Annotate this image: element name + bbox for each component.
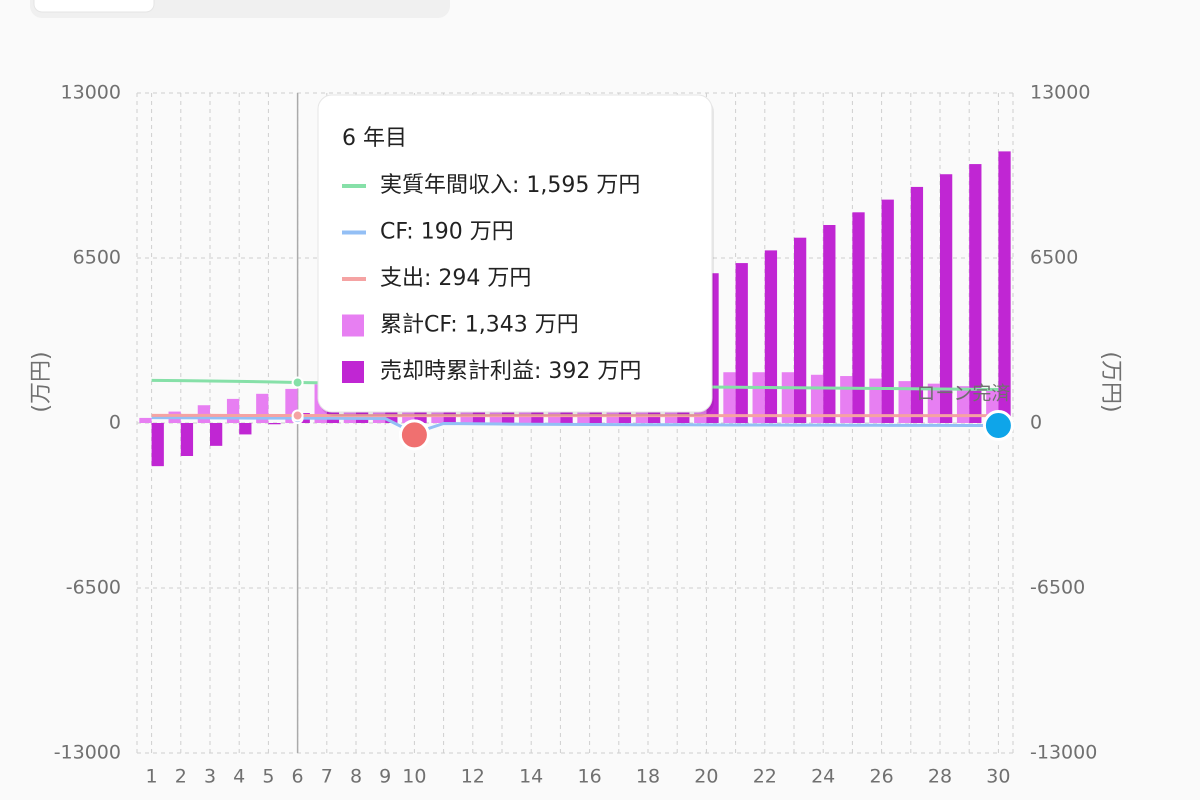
bar [139, 417, 152, 423]
legend-swatch [342, 314, 364, 337]
tooltip [317, 94, 713, 413]
y-axis-label: (万円) [29, 351, 54, 412]
x-tick-label: 20 [694, 766, 718, 788]
bar [910, 186, 924, 423]
legend-swatch [342, 277, 366, 281]
tooltip-item: 累計CF: 1,343 万円 [380, 313, 579, 338]
tooltip-item: 実質年間収入: 1,595 万円 [380, 173, 640, 198]
event-marker [982, 410, 1014, 442]
y-tick-label: 13000 [61, 82, 121, 104]
bar [898, 381, 911, 423]
bar [752, 372, 765, 423]
hover-dot [291, 409, 304, 422]
bar [210, 423, 223, 446]
legend-swatch [342, 184, 366, 188]
x-tick-label: 18 [636, 766, 660, 788]
tooltip-item: 売却時累計利益: 392 万円 [380, 359, 641, 384]
x-tick-label: 12 [461, 766, 485, 788]
x-tick-label: 3 [204, 766, 216, 788]
tooltip-item: 支出: 294 万円 [380, 266, 531, 291]
y2-tick-label: -13000 [1030, 742, 1097, 764]
event-marker [398, 419, 430, 451]
x-tick-label: 1 [146, 766, 158, 788]
bar [969, 164, 982, 424]
bar [998, 151, 1011, 423]
tooltip-title: 6 年目 [342, 126, 407, 151]
y-tick-label: 0 [109, 412, 121, 434]
bar [180, 423, 194, 456]
bar [852, 212, 865, 423]
y2-axis-label: (万円) [1098, 351, 1123, 412]
bar [781, 372, 794, 423]
y-tick-label: -13000 [54, 742, 121, 764]
x-tick-label: 10 [402, 766, 426, 788]
hover-dot [291, 376, 304, 389]
x-tick-label: 24 [811, 766, 835, 788]
y2-tick-label: 0 [1030, 412, 1042, 434]
x-tick-label: 30 [986, 766, 1010, 788]
x-tick-label: 8 [350, 766, 362, 788]
x-tick-label: 6 [292, 766, 304, 788]
annotation: ローン完済 [916, 383, 1010, 405]
bar [764, 250, 778, 423]
x-tick-label: 14 [519, 766, 543, 788]
x-tick-label: 26 [870, 766, 894, 788]
x-tick-label: 5 [262, 766, 274, 788]
x-tick-label: 16 [578, 766, 602, 788]
bar [823, 225, 836, 423]
x-tick-label: 2 [175, 766, 187, 788]
bar [735, 263, 748, 423]
bar [723, 372, 736, 423]
bar [151, 423, 164, 467]
bar [794, 237, 807, 423]
legend-swatch [342, 230, 366, 235]
bar [239, 423, 252, 435]
x-tick-label: 7 [321, 766, 333, 788]
y-tick-label: -6500 [66, 577, 121, 599]
y-tick-label: 6500 [73, 247, 121, 269]
x-tick-label: 28 [928, 766, 952, 788]
y2-tick-label: 13000 [1030, 82, 1090, 104]
tooltip-item: CF: 190 万円 [380, 220, 514, 245]
bar [956, 386, 970, 423]
bar [940, 174, 953, 423]
x-tick-label: 22 [753, 766, 777, 788]
bar [927, 383, 940, 423]
bar [268, 423, 281, 425]
tab-button[interactable] [33, 0, 155, 13]
x-tick-label: 4 [233, 766, 245, 788]
legend-swatch [342, 361, 364, 383]
y2-tick-label: -6500 [1030, 577, 1085, 599]
y2-tick-label: 6500 [1030, 247, 1078, 269]
bar [881, 199, 894, 423]
x-tick-label: 9 [379, 766, 391, 788]
